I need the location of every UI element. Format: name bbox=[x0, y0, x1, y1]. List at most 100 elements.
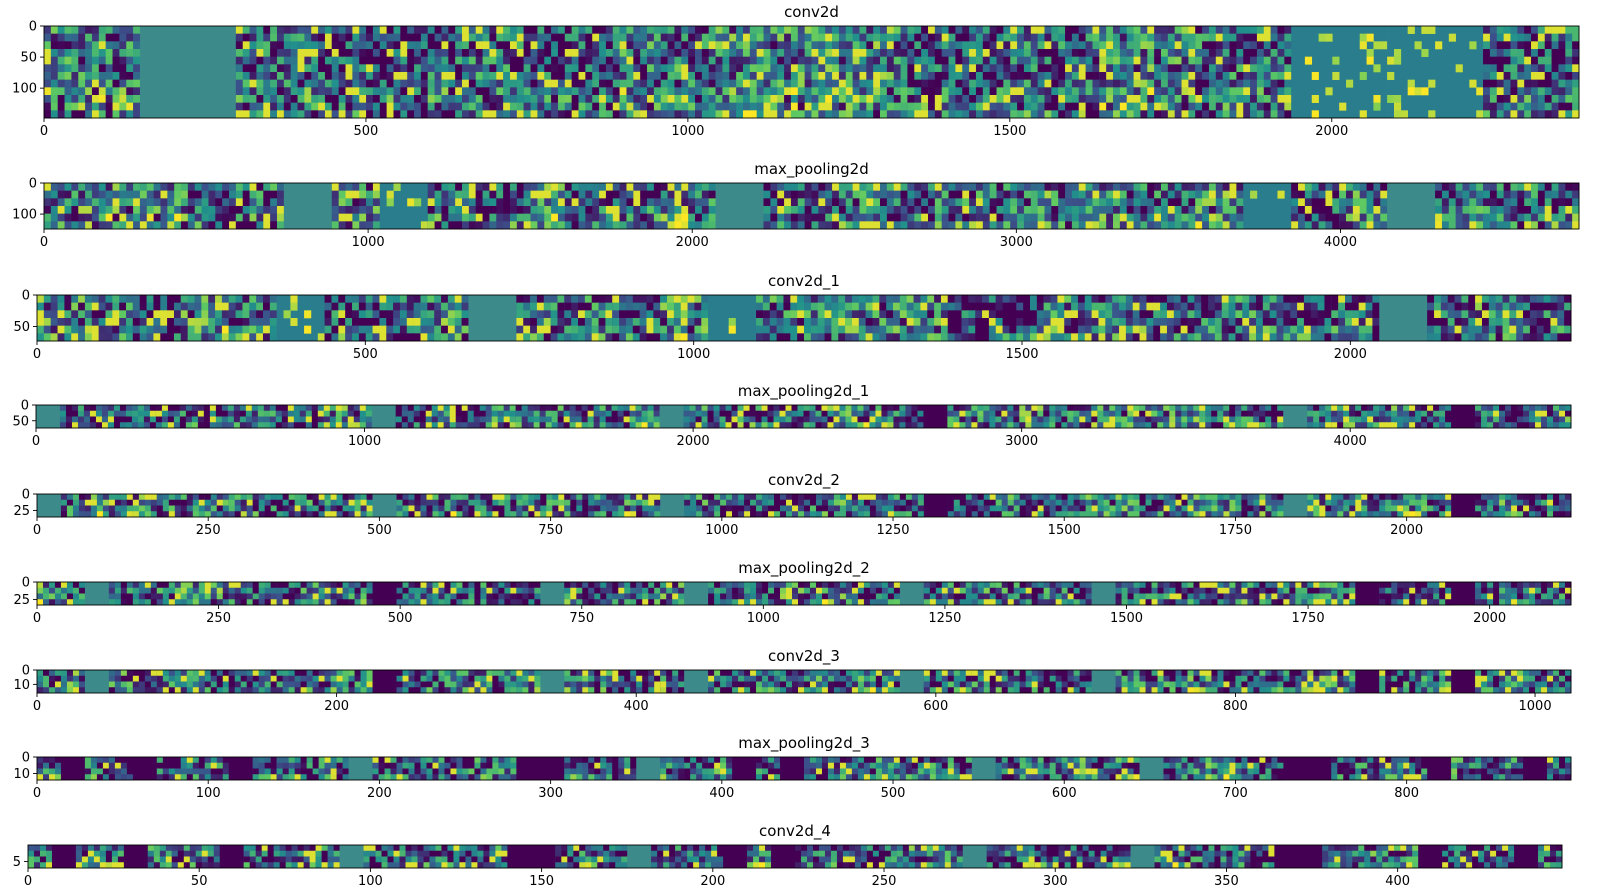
feature-tile bbox=[107, 405, 133, 429]
x-tick-label: 1500 bbox=[1110, 611, 1143, 626]
x-tick-label: 750 bbox=[569, 611, 594, 626]
feature-tile bbox=[300, 757, 325, 781]
x-tick-label: 2000 bbox=[1473, 611, 1506, 626]
feature-tile bbox=[1547, 405, 1572, 429]
x-tick-label: 1500 bbox=[1048, 523, 1081, 538]
feature-tile bbox=[588, 757, 613, 781]
feature-tile bbox=[523, 26, 620, 119]
feature-tile bbox=[1538, 845, 1563, 869]
feature-tile bbox=[372, 757, 397, 781]
feature-tile bbox=[108, 494, 134, 518]
feature-tile bbox=[1187, 670, 1212, 694]
feature-tile bbox=[1379, 494, 1404, 518]
feature-tile bbox=[219, 845, 245, 868]
feature-tile bbox=[708, 757, 733, 781]
feature-tile bbox=[1019, 757, 1044, 781]
feature-tile bbox=[1019, 670, 1044, 694]
feature-tile bbox=[1475, 405, 1500, 429]
x-tick-label: 250 bbox=[872, 874, 897, 889]
feature-tile bbox=[228, 582, 254, 606]
feature-tile bbox=[379, 183, 429, 230]
feature-tile bbox=[1451, 757, 1476, 781]
feature-tile bbox=[818, 845, 844, 869]
x-tick-label: 800 bbox=[1223, 699, 1248, 714]
x-tick-label: 1000 bbox=[671, 124, 704, 139]
feature-tile bbox=[467, 405, 493, 429]
feature-tile bbox=[564, 757, 589, 781]
heatmap-image bbox=[37, 295, 1572, 342]
feature-tile bbox=[1475, 757, 1500, 781]
feature-tile bbox=[1475, 582, 1500, 606]
feature-tile bbox=[859, 183, 908, 230]
feature-tile bbox=[1427, 582, 1452, 606]
feature-tile bbox=[899, 295, 949, 342]
feature-tile bbox=[1163, 405, 1188, 429]
feature-tile bbox=[371, 405, 397, 428]
feature-tile bbox=[1523, 295, 1572, 342]
feature-tile bbox=[708, 670, 733, 694]
x-tick-label: 250 bbox=[196, 523, 221, 538]
heatmap-image bbox=[37, 494, 1572, 518]
y-tick-label: 50 bbox=[20, 51, 37, 66]
feature-tile bbox=[228, 494, 254, 518]
feature-tile bbox=[683, 405, 708, 429]
axes-frame bbox=[27, 844, 1563, 869]
axes-frame bbox=[36, 581, 1572, 606]
feature-tile bbox=[1067, 405, 1092, 429]
x-tick-label: 400 bbox=[1385, 874, 1410, 889]
x-tick-label: 500 bbox=[354, 124, 379, 139]
feature-tile bbox=[1211, 405, 1236, 429]
y-tick-label: 5 bbox=[13, 855, 21, 870]
feature-tile bbox=[947, 405, 972, 429]
feature-tile bbox=[875, 582, 901, 606]
feature-tile bbox=[531, 845, 556, 868]
feature-tile bbox=[300, 494, 325, 518]
feature-tile bbox=[612, 757, 637, 781]
feature-tile bbox=[588, 494, 613, 518]
x-tick-label: 500 bbox=[881, 786, 906, 801]
feature-tile bbox=[923, 405, 948, 428]
panel-conv2d_4: conv2d_4 0 50 100 150 200 250 300 350 400 5 bbox=[13, 822, 1563, 889]
feature-tile bbox=[827, 757, 853, 781]
x-tick-label: 600 bbox=[923, 699, 948, 714]
feature-tile bbox=[1003, 26, 1100, 119]
feature-tile bbox=[396, 757, 421, 781]
feature-tile bbox=[1547, 494, 1572, 518]
y-tick-label: 0 bbox=[22, 576, 30, 591]
feature-tile bbox=[203, 405, 229, 429]
panel-title: conv2d_1 bbox=[768, 272, 840, 291]
x-tick-label: 100 bbox=[358, 874, 383, 889]
feature-tile bbox=[1523, 670, 1548, 694]
feature-tile bbox=[468, 670, 493, 694]
feature-tile bbox=[1355, 494, 1380, 518]
feature-tile bbox=[204, 582, 230, 606]
panel-title: max_pooling2d_2 bbox=[738, 559, 870, 578]
feature-tile bbox=[660, 494, 685, 517]
feature-tile bbox=[899, 757, 925, 781]
feature-tile bbox=[1370, 845, 1395, 869]
feature-tile bbox=[180, 670, 206, 694]
feature-tile bbox=[443, 405, 469, 429]
x-tick-label: 200 bbox=[324, 699, 349, 714]
feature-tile bbox=[1331, 670, 1356, 694]
feature-tile bbox=[1283, 494, 1308, 517]
feature-tile bbox=[1043, 670, 1068, 694]
feature-tile bbox=[971, 405, 996, 429]
feature-tile bbox=[331, 26, 429, 119]
feature-tile bbox=[1106, 845, 1131, 869]
feature-tile bbox=[707, 405, 732, 429]
feature-tile bbox=[636, 670, 661, 694]
feature-tile bbox=[564, 670, 589, 694]
y-tick-label: 25 bbox=[13, 593, 30, 608]
feature-tile bbox=[1187, 582, 1212, 606]
feature-tile bbox=[1211, 670, 1236, 694]
feature-tile bbox=[420, 494, 445, 518]
x-tick-label: 1500 bbox=[1005, 347, 1038, 362]
feature-tile bbox=[811, 26, 908, 119]
feature-tile bbox=[204, 494, 230, 518]
feature-tile bbox=[756, 757, 781, 781]
feature-tile bbox=[947, 757, 973, 781]
feature-tile bbox=[1466, 845, 1491, 869]
y-tick-label: 100 bbox=[12, 82, 37, 97]
